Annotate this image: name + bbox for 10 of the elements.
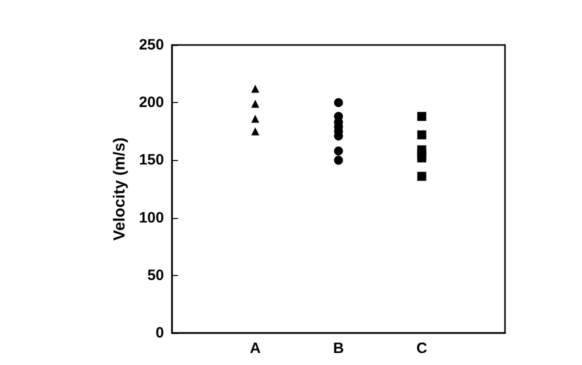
y-tick-label: 50 xyxy=(147,266,164,284)
y-tick-label: 150 xyxy=(138,152,164,169)
y-tick-label: 250 xyxy=(138,36,164,54)
y-tick-label: 100 xyxy=(138,209,164,226)
y-axis-title: Velocity (m/s) xyxy=(112,137,129,241)
y-tick-label: 0 xyxy=(156,324,164,342)
x-tick-label: A xyxy=(250,340,261,357)
x-tick-label: B xyxy=(333,340,344,357)
x-tick-label: C xyxy=(416,340,428,357)
y-tick-label: 200 xyxy=(138,94,164,112)
